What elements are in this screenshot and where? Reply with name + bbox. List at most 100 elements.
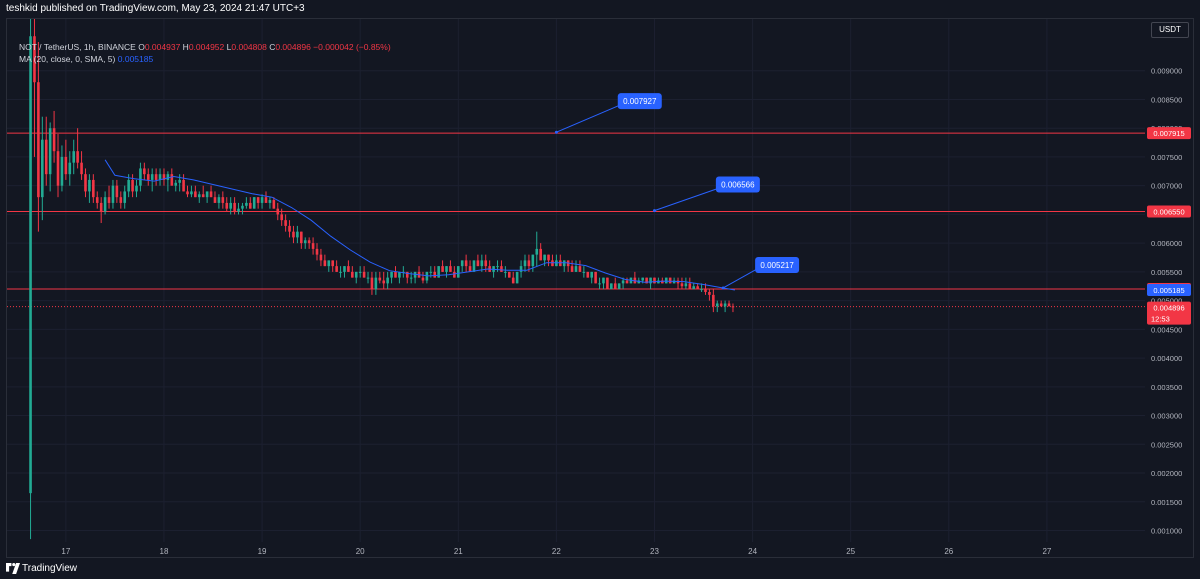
candle-body — [245, 202, 248, 206]
y-tick-label: 0.001000 — [1151, 527, 1182, 536]
candle — [719, 300, 723, 307]
candle-body — [551, 260, 554, 267]
candle-body — [284, 220, 287, 226]
candle — [166, 171, 170, 192]
candle-body — [445, 266, 448, 272]
candle-body — [547, 254, 550, 261]
x-tick-label: 17 — [61, 547, 70, 556]
candle-body — [668, 277, 672, 284]
candle-body — [56, 151, 60, 186]
candle — [696, 283, 699, 290]
candle — [504, 266, 507, 278]
candle — [586, 271, 590, 278]
candle-body — [484, 260, 488, 267]
candle-body — [409, 277, 413, 279]
candle — [661, 277, 664, 284]
price-chart[interactable]: 0.007927 0.006566 0.005217 0.001000 0.00150… — [7, 19, 1194, 558]
grid-lines — [7, 19, 1145, 542]
candle — [617, 283, 621, 290]
candle — [197, 191, 201, 203]
candle-body — [331, 260, 335, 267]
candle-body — [52, 128, 56, 152]
candle — [535, 231, 539, 267]
candle-body — [139, 168, 142, 186]
candle — [343, 266, 346, 278]
y-tick-label: 0.007500 — [1151, 153, 1182, 162]
candle-body — [590, 271, 593, 278]
candle — [209, 185, 213, 198]
candle-body — [374, 277, 378, 290]
candle — [68, 151, 72, 186]
candle-body — [358, 271, 362, 273]
candle — [664, 277, 668, 284]
candle — [76, 128, 79, 169]
legend-high-value: 0.004952 — [188, 42, 225, 52]
candle-body — [715, 303, 719, 307]
candle — [351, 266, 354, 278]
candle-body — [606, 277, 609, 290]
candle — [413, 271, 417, 284]
candle — [688, 277, 692, 290]
candle — [201, 185, 205, 198]
candle-body — [555, 260, 558, 267]
candle-body — [319, 254, 323, 261]
candle-body — [343, 266, 346, 272]
candle — [731, 303, 735, 313]
legend-symbol[interactable]: NOT / TetherUS, 1h, BINANCE — [19, 42, 136, 52]
candle-body — [260, 197, 264, 203]
candle-body — [394, 271, 397, 278]
chart-frame[interactable]: 0.007927 0.006566 0.005217 0.001000 0.00150… — [6, 18, 1194, 558]
candle — [559, 254, 562, 267]
x-tick-label: 20 — [356, 547, 365, 556]
candle-body — [76, 151, 79, 163]
candle — [64, 139, 68, 180]
candle — [95, 191, 99, 209]
candle-body — [237, 208, 240, 212]
level-price-label: 0.007915 — [1153, 129, 1184, 138]
candle — [248, 197, 252, 209]
candle — [146, 168, 150, 186]
candle-body — [617, 283, 621, 290]
x-tick-label: 26 — [944, 547, 953, 556]
candle-body — [594, 271, 597, 284]
candle-body — [429, 271, 433, 273]
candle — [229, 197, 232, 215]
candle — [472, 260, 476, 272]
candle — [621, 277, 625, 290]
candle-body — [41, 139, 44, 198]
candle — [327, 260, 331, 272]
candle-body — [480, 260, 484, 267]
candle — [727, 300, 731, 307]
candle-body — [217, 197, 221, 203]
candle-body — [221, 197, 225, 203]
candle-body — [256, 197, 260, 203]
candle-body — [150, 174, 154, 180]
candle-body — [264, 197, 268, 203]
tradingview-brand: TradingView — [22, 563, 78, 574]
candle-body — [197, 194, 201, 198]
candle — [319, 248, 323, 267]
candle — [633, 271, 637, 284]
candle — [582, 266, 586, 278]
candle-body — [441, 266, 444, 272]
candle — [186, 185, 189, 198]
candle — [213, 191, 217, 203]
candle — [335, 260, 338, 272]
candle — [715, 300, 719, 313]
candle-body — [205, 191, 209, 198]
candle-body — [664, 277, 668, 284]
candle — [570, 260, 574, 272]
legend-ma-label[interactable]: MA (20, close, 0, SMA, 5) — [19, 54, 116, 64]
candle-body — [248, 202, 252, 209]
currency-button[interactable]: USDT — [1151, 22, 1189, 38]
y-tick-label: 0.005500 — [1151, 268, 1182, 277]
legend-close-value: 0.004896 — [275, 42, 311, 52]
candle-body — [44, 139, 48, 175]
current-price-label: 0.004896 — [1153, 304, 1184, 313]
candle — [511, 271, 515, 284]
candle — [562, 260, 566, 272]
candle — [143, 162, 146, 180]
candle-body — [303, 240, 307, 244]
y-tick-label: 0.006000 — [1151, 239, 1182, 248]
candle-body — [178, 179, 181, 183]
